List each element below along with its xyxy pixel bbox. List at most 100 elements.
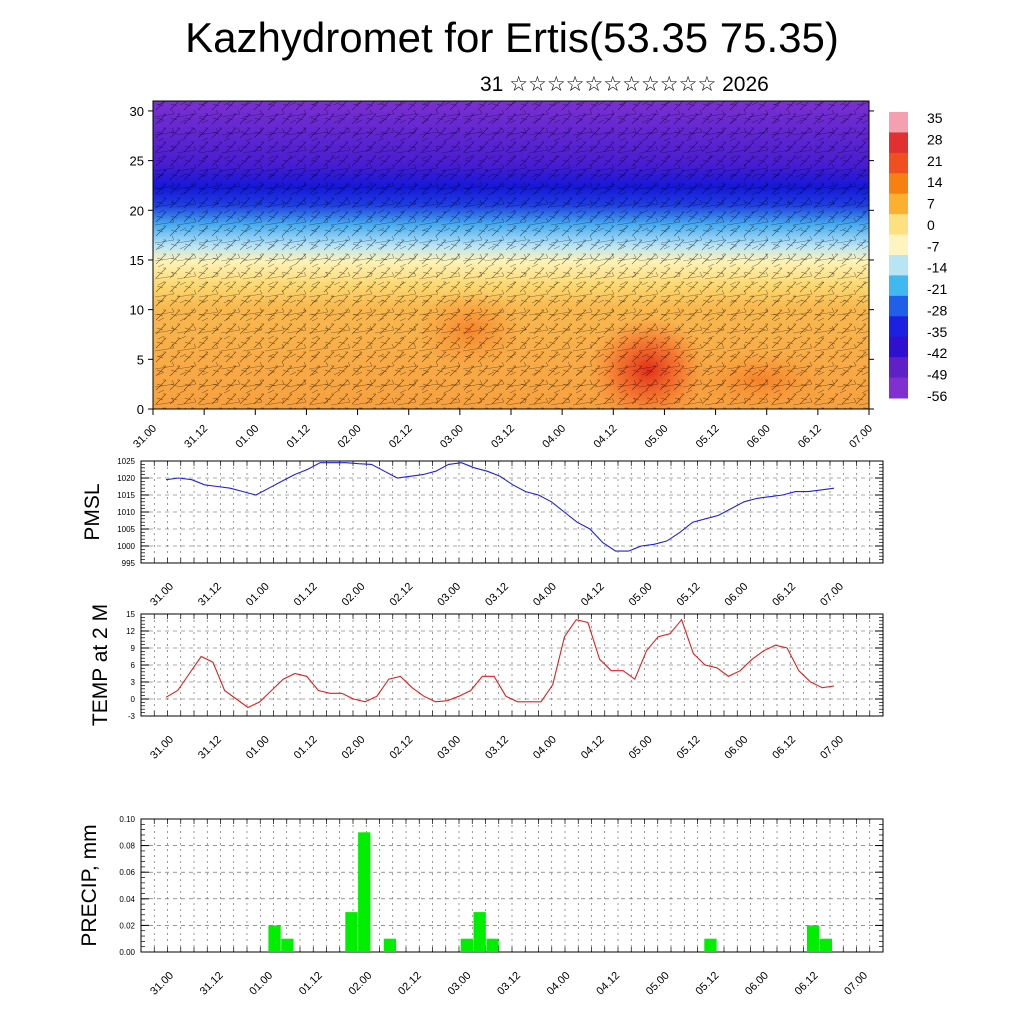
- colorbar-label: -7: [927, 238, 940, 254]
- y-tick-label: 0.00: [119, 948, 135, 957]
- x-tick-label: 06.00: [722, 734, 750, 762]
- x-tick-label: 06.12: [770, 734, 798, 762]
- precip-bar: [358, 832, 371, 952]
- x-tick-label: 04.12: [594, 970, 622, 998]
- colorbar-label: 14: [927, 174, 943, 190]
- cross-section-panel: 0 5 10 15 20 25 30 31.00 31.12 01.00 01.12 02.00 02…: [130, 100, 875, 451]
- x-tick-label: 01.00: [244, 734, 272, 762]
- pmsl-panel: 995 1000 1005 1010 1015 1020 1025 31.00 31.12 01.…: [81, 457, 884, 609]
- colorbar-swatch: [889, 132, 908, 154]
- colorbar-label: -42: [927, 345, 947, 361]
- precip-bar: [281, 938, 294, 952]
- y-tick-label: 1020: [117, 474, 135, 483]
- y-tick-label: 0: [137, 402, 144, 417]
- x-tick-label: 05.00: [627, 734, 655, 762]
- x-tick-label: 03.12: [483, 734, 511, 762]
- colorbar-label: 7: [927, 196, 935, 212]
- y-tick-label: 0.06: [119, 868, 135, 877]
- x-tick-label: 31.12: [196, 581, 224, 609]
- precip-frame: [140, 818, 884, 953]
- x-tick-label: 07.00: [842, 970, 870, 998]
- colorbar-swatch: [889, 336, 908, 358]
- y-tick-label: 1025: [117, 457, 135, 466]
- colorbar-label: 35: [927, 110, 943, 126]
- x-tick-label: 06.00: [743, 970, 771, 998]
- y-axis-label: TEMP at 2 M: [89, 604, 112, 726]
- y-tick-label: 10: [130, 303, 144, 318]
- colorbar-swatch: [889, 357, 908, 379]
- x-tick-label: 04.00: [531, 581, 559, 609]
- y-tick-label: 30: [130, 104, 144, 119]
- y-tick-label: 6: [131, 661, 136, 670]
- x-tick-label: 04.12: [591, 423, 619, 451]
- x-tick-label: 02.12: [387, 581, 415, 609]
- x-tick-label: 06.00: [722, 581, 750, 609]
- x-tick-label: 07.00: [818, 581, 846, 609]
- x-tick-label: 03.12: [489, 423, 517, 451]
- x-tick-label: 02.12: [396, 970, 424, 998]
- x-tick-label: 03.00: [438, 423, 466, 451]
- precip-bar: [345, 912, 358, 952]
- colorbar-swatch: [889, 214, 908, 236]
- x-tick-label: 31.12: [182, 423, 210, 451]
- precip-bar: [383, 938, 397, 952]
- x-tick-label: 04.00: [545, 970, 573, 998]
- x-tick-label: 06.12: [796, 423, 824, 451]
- y-axis-label: PRECIP, mm: [78, 824, 101, 946]
- y-tick-label: 12: [126, 627, 135, 636]
- x-tick-label: 31.00: [148, 581, 176, 609]
- x-tick-label: 02.12: [387, 734, 415, 762]
- colorbar-swatch: [889, 152, 908, 174]
- y-tick-label: 995: [122, 559, 136, 568]
- chart-title: Kazhydromet for Ertis(53.35 75.35): [185, 14, 839, 61]
- y-tick-label: 0.02: [119, 921, 135, 930]
- y-tick-label: -3: [128, 712, 136, 721]
- x-tick-label: 05.12: [694, 423, 722, 451]
- colorbar-label: -49: [927, 367, 947, 383]
- y-tick-label: 1015: [117, 491, 135, 500]
- y-tick-label: 15: [130, 253, 144, 268]
- x-tick-label: 01.12: [285, 423, 313, 451]
- y-axis-label: PMSL: [81, 483, 104, 540]
- colorbar-label: 21: [927, 153, 943, 169]
- precip-bar: [819, 938, 832, 952]
- x-tick-label: 01.00: [247, 970, 275, 998]
- temp-panel: -3 0 3 6 9 12 15 31.00 31.12 01.00 01.12 02.00 02.12…: [89, 604, 884, 762]
- colorbar-label: -28: [927, 302, 947, 318]
- x-tick-label: 04.12: [579, 734, 607, 762]
- x-tick-label: 06.12: [770, 581, 798, 609]
- x-tick-label: 02.12: [387, 423, 415, 451]
- x-tick-label: 01.12: [297, 970, 325, 998]
- x-tick-label: 05.00: [627, 581, 655, 609]
- x-tick-label: 04.00: [531, 734, 559, 762]
- pmsl-frame: [140, 460, 884, 564]
- pmsl-series-line: [165, 462, 835, 552]
- x-tick-label: 03.00: [435, 734, 463, 762]
- colorbar-label: -35: [927, 324, 947, 340]
- colorbar-label: 28: [927, 131, 943, 147]
- colorbar-swatch: [889, 173, 908, 195]
- x-tick-label: 02.00: [340, 581, 368, 609]
- precip-bar: [486, 938, 499, 952]
- temp-frame: [140, 613, 884, 717]
- precip-bar: [268, 925, 281, 952]
- x-tick-label: 03.12: [483, 581, 511, 609]
- x-tick-label: 05.00: [644, 970, 672, 998]
- y-tick-label: 3: [131, 678, 136, 687]
- x-tick-label: 03.00: [435, 581, 463, 609]
- colorbar-swatch: [889, 234, 908, 256]
- colorbar-label: 0: [927, 217, 935, 233]
- precip-bar: [806, 925, 820, 952]
- x-tick-label: 01.00: [233, 423, 261, 451]
- x-tick-label: 31.12: [196, 734, 224, 762]
- x-tick-label: 02.00: [340, 734, 368, 762]
- x-tick-label: 31.00: [131, 423, 159, 451]
- y-tick-label: 0.10: [119, 815, 135, 824]
- colorbar-swatch: [889, 255, 908, 276]
- x-tick-label: 01.12: [292, 734, 320, 762]
- y-tick-label: 5: [137, 352, 144, 367]
- x-tick-label: 31.00: [148, 734, 176, 762]
- colorbar-label: -14: [927, 260, 947, 276]
- colorbar-swatch: [889, 295, 908, 317]
- x-tick-label: 02.00: [336, 423, 364, 451]
